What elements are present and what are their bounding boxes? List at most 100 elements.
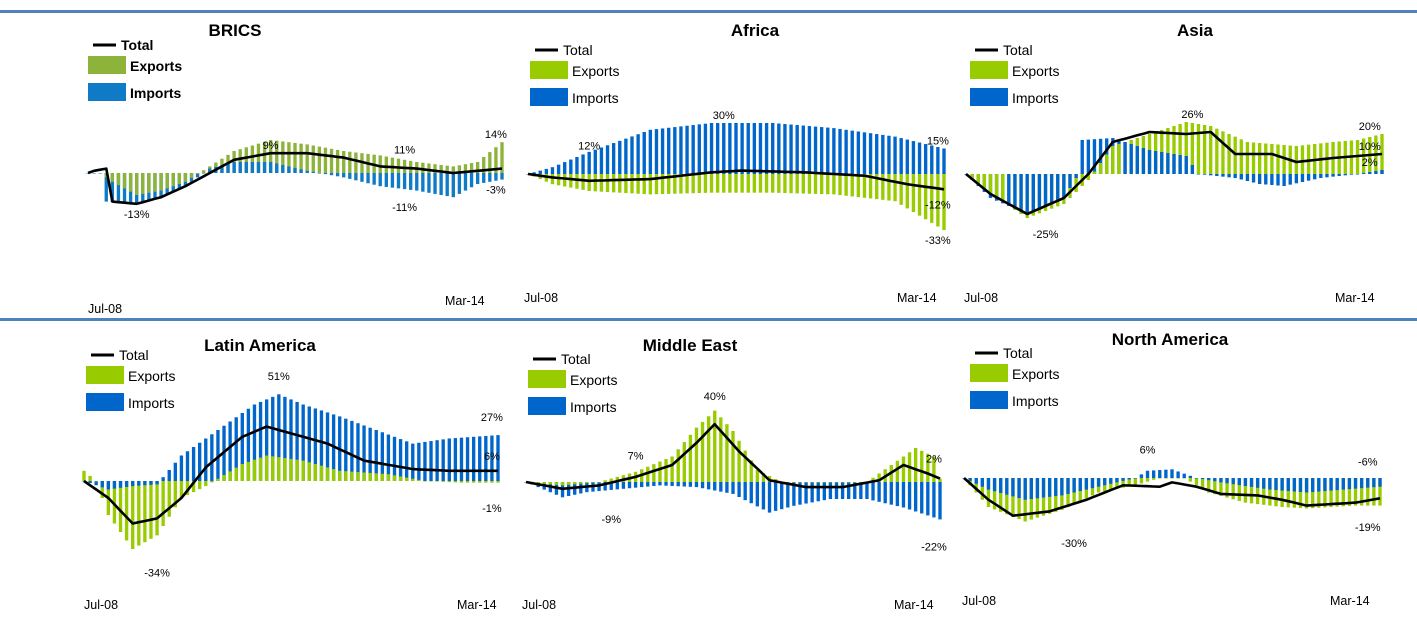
imports-bar — [1274, 478, 1278, 491]
imports-bar — [202, 173, 206, 174]
imports-bar — [1121, 478, 1125, 481]
imports-bar — [362, 425, 366, 481]
imports-bar — [110, 173, 115, 203]
imports-bar — [1331, 174, 1335, 177]
exports-bar — [195, 173, 200, 175]
data-label: -3% — [486, 185, 506, 197]
imports-bar — [1237, 478, 1241, 486]
exports-bar — [325, 467, 330, 481]
imports-bar — [112, 481, 117, 489]
imports-bar — [457, 173, 462, 194]
exports-bar — [378, 155, 382, 173]
imports-bar — [1366, 478, 1370, 488]
exports-bar — [317, 146, 322, 173]
imports-bar — [271, 396, 275, 481]
imports-bar — [1054, 478, 1058, 497]
data-label: 15% — [927, 136, 949, 148]
imports-bar — [1133, 478, 1137, 479]
imports-bar — [402, 173, 407, 190]
imports-bar — [1176, 471, 1180, 478]
exports-bar — [642, 174, 646, 195]
imports-bar — [1378, 478, 1382, 487]
imports-bar — [1017, 478, 1021, 499]
exports-bar — [986, 478, 991, 507]
exports-bar — [828, 482, 833, 483]
exports-bar — [210, 481, 214, 483]
exports-bar — [94, 481, 98, 482]
exports-bar — [844, 174, 848, 196]
data-label: 2% — [926, 454, 942, 466]
imports-bar — [667, 127, 671, 174]
imports-bar — [974, 478, 978, 484]
imports-bar — [1182, 473, 1186, 478]
exports-bar — [1341, 478, 1345, 507]
imports-bar — [761, 482, 766, 510]
exports-bar — [688, 434, 693, 482]
chart-panel-0: BRICS Total Exports Imports -13% 9% 11% -11% 14%… — [86, 21, 507, 316]
exports-bar — [850, 174, 854, 197]
imports-bar — [1184, 156, 1188, 174]
imports-bar — [980, 478, 985, 487]
imports-bar — [887, 135, 891, 174]
exports-bar — [654, 174, 659, 195]
legend-total-label: Total — [119, 347, 149, 363]
imports-bar — [1068, 174, 1072, 188]
exports-bar — [131, 481, 135, 549]
exports-bar — [1237, 478, 1241, 501]
legend-imports-swatch — [970, 88, 1008, 106]
imports-bar — [287, 166, 291, 173]
legend-total-label: Total — [1003, 42, 1033, 58]
exports-bar — [630, 174, 634, 194]
exports-bar — [832, 174, 836, 195]
exports-bar — [490, 481, 494, 483]
exports-bar — [581, 174, 585, 190]
exports-bar — [709, 174, 714, 193]
imports-bar — [679, 126, 683, 174]
exports-bar — [307, 462, 311, 481]
imports-bar — [469, 173, 474, 188]
imports-bar — [1335, 478, 1339, 491]
exports-bar — [1372, 478, 1376, 506]
data-label: -30% — [1061, 538, 1087, 550]
imports-bar — [238, 162, 242, 173]
exports-bar — [167, 481, 171, 517]
imports-bar — [344, 418, 348, 481]
exports-bar — [441, 481, 445, 482]
imports-bar — [1372, 478, 1376, 488]
exports-bar — [153, 173, 157, 192]
imports-bar — [792, 482, 796, 506]
legend-imports-label: Imports — [570, 399, 617, 415]
exports-bar — [700, 421, 705, 482]
imports-bar — [378, 173, 382, 187]
exports-bar — [636, 174, 640, 194]
imports-bar — [441, 439, 445, 481]
exports-bar — [112, 481, 117, 524]
exports-bar — [1255, 478, 1260, 505]
chart-title: North America — [1112, 330, 1229, 349]
exports-bar — [611, 174, 616, 193]
imports-bar — [465, 437, 470, 481]
exports-bar — [396, 158, 401, 173]
imports-bar — [615, 482, 619, 490]
imports-bar — [1035, 478, 1040, 499]
exports-bar — [862, 174, 867, 198]
imports-bar — [264, 399, 269, 481]
imports-bar — [155, 481, 159, 485]
exports-bar — [329, 148, 334, 173]
exports-bar — [575, 174, 579, 189]
imports-bar — [484, 435, 488, 481]
legend-exports-label: Exports — [572, 63, 619, 79]
imports-bar — [398, 439, 403, 481]
exports-bar — [804, 482, 808, 483]
exports-bar — [1294, 146, 1299, 174]
imports-bar — [283, 396, 287, 481]
imports-bar — [116, 173, 121, 203]
exports-bar — [1249, 478, 1254, 504]
legend-imports-swatch — [530, 88, 568, 106]
exports-bar — [301, 460, 305, 481]
exports-bar — [713, 410, 717, 482]
chart-title: Africa — [731, 21, 780, 40]
imports-bar — [1268, 478, 1272, 490]
imports-bar — [783, 124, 787, 174]
exports-bar — [402, 159, 407, 173]
